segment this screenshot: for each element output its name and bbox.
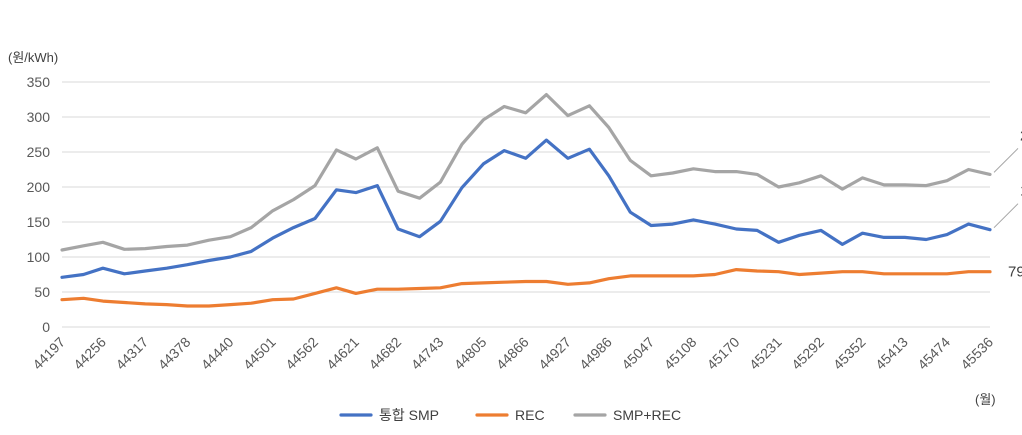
x-tick-label: 44501 — [240, 334, 279, 373]
series-line-2 — [60, 92, 992, 252]
x-tick-label: 44378 — [155, 334, 194, 373]
end-value-label: 79 — [1008, 264, 1022, 281]
x-tick-label: 44682 — [365, 334, 404, 373]
gridlines — [62, 81, 990, 328]
legend-label: 통합 SMP — [379, 407, 439, 423]
x-tick-label: 44621 — [323, 334, 362, 373]
x-tick-label: 44866 — [493, 334, 532, 373]
y-tick-label: 250 — [27, 144, 51, 160]
x-tick-label: 45170 — [704, 334, 743, 373]
x-tick-label: 45292 — [788, 334, 827, 373]
series-line-1 — [60, 268, 992, 308]
x-tick-label: 44562 — [282, 334, 321, 373]
x-tick-label: 45231 — [746, 334, 785, 373]
x-tick-label: 44805 — [451, 334, 490, 373]
series-lines — [60, 92, 992, 308]
y-tick-label: 300 — [27, 109, 51, 125]
y-axis-unit-label: (원/kWh) — [8, 50, 58, 65]
end-value-labels: 139 79 218 — [993, 127, 1022, 281]
legend-label: SMP+REC — [613, 407, 681, 423]
x-tick-label: 45474 — [914, 334, 953, 373]
y-axis-ticks: 0 50 100 150 200 250 300 350 — [27, 74, 51, 335]
y-tick-label: 0 — [42, 319, 50, 335]
y-tick-label: 150 — [27, 214, 51, 230]
x-tick-label: 44317 — [112, 334, 151, 373]
x-axis-unit-label: (월) — [975, 392, 996, 407]
x-tick-label: 45536 — [957, 334, 996, 373]
x-tick-label: 45047 — [618, 334, 657, 373]
end-value-label: 139 — [1020, 183, 1022, 200]
y-tick-label: 100 — [27, 249, 51, 265]
x-tick-label: 44743 — [408, 334, 447, 373]
series-line-0 — [60, 138, 992, 279]
x-tick-label: 45108 — [661, 334, 700, 373]
y-tick-label: 50 — [34, 284, 50, 300]
leader-line — [993, 203, 1019, 229]
x-tick-label: 44256 — [70, 334, 109, 373]
end-value-label: 218 — [1020, 127, 1022, 144]
x-axis-ticks: 44197 44256 44317 44378 44440 44501 44562 44621… — [29, 334, 996, 373]
x-tick-label: 45413 — [872, 334, 911, 373]
y-tick-label: 350 — [27, 74, 51, 90]
x-tick-label: 44197 — [29, 334, 68, 373]
x-tick-label: 44440 — [198, 334, 237, 373]
x-tick-label: 44927 — [535, 334, 574, 373]
x-tick-label: 44986 — [576, 334, 615, 373]
legend: 통합 SMP REC SMP+REC — [339, 407, 681, 423]
y-tick-label: 200 — [27, 179, 51, 195]
legend-label: REC — [515, 407, 545, 423]
x-tick-label: 45352 — [830, 334, 869, 373]
leader-line — [993, 148, 1019, 173]
